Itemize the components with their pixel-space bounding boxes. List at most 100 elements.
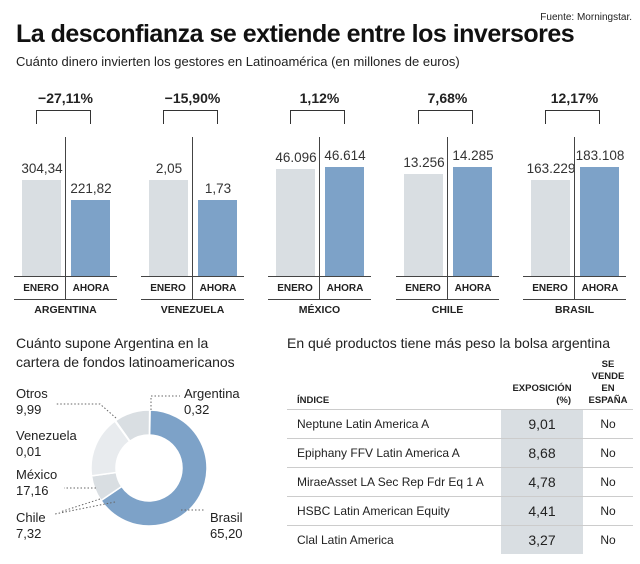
- after-bar: [453, 167, 492, 276]
- row-esp-cell: No: [583, 525, 633, 554]
- donut-label-value: 0,32: [184, 402, 210, 417]
- col-index-header: ÍNDICE: [297, 395, 330, 406]
- after-category-label: AHORA: [326, 283, 364, 294]
- panel-baseline: [396, 276, 499, 277]
- before-value-label: 46.096: [275, 150, 317, 165]
- donut-label-argentina: Argentina 0,32: [184, 386, 240, 418]
- after-bar: [198, 200, 237, 276]
- country-label: CHILE: [431, 304, 464, 316]
- row-index-cell: Neptune Latin America A: [287, 409, 501, 439]
- col-expo-header: EXPOSICIÓN (%): [501, 357, 583, 410]
- donut-label-value: 7,32: [16, 526, 42, 541]
- before-value-label: 304,34: [21, 161, 63, 176]
- change-bracket: [163, 110, 218, 124]
- col-expo-header-line2: (%): [556, 395, 571, 406]
- donut-leader-line: [150, 395, 180, 410]
- before-bar: [404, 174, 443, 276]
- before-category-label: ENERO: [277, 283, 313, 294]
- donut-label-name: Chile: [16, 510, 46, 525]
- after-category-label: AHORA: [199, 283, 237, 294]
- table-title: En qué productos tiene más peso la bolsa…: [287, 335, 610, 351]
- country-label: VENEZUELA: [160, 304, 225, 316]
- panel-underline: [523, 299, 626, 300]
- before-value-label: 163.229: [526, 161, 576, 176]
- col-expo-header-line1: EXPOSICIÓN: [512, 383, 572, 394]
- table-row: HSBC Latin American Equity 4,41 No: [287, 496, 633, 526]
- bar-panel-venezuela: −15,90% 2,05 1,73 ENERO AHORA VENEZUELA: [141, 82, 244, 318]
- page-title: La desconfianza se extiende entre los in…: [16, 20, 575, 48]
- after-bar: [325, 167, 364, 276]
- row-expo-cell: 8,68: [501, 438, 583, 468]
- table-row: Epiphany FFV Latin America A 8,68 No: [287, 438, 633, 468]
- source-note: Fuente: Morningstar.: [540, 12, 632, 23]
- after-value-label: 46.614: [324, 148, 366, 163]
- col-esp-header-line1: SE VENDE: [591, 359, 625, 382]
- donut-label-brasil: Brasil 65,20: [210, 510, 243, 542]
- bar-panel-argentina: −27,11% 304,34 221,82 ENERO AHORA ARGENTINA: [14, 82, 117, 318]
- change-bracket: [36, 110, 91, 124]
- row-esp-cell: No: [583, 496, 633, 526]
- after-value-label: 1,73: [204, 181, 232, 196]
- after-bar: [580, 167, 619, 276]
- panel-underline: [141, 299, 244, 300]
- donut-label-chile: Chile 7,32: [16, 510, 46, 542]
- donut-label-name: Argentina: [184, 386, 240, 401]
- panel-baseline: [141, 276, 244, 277]
- row-index-cell: HSBC Latin American Equity: [287, 496, 501, 526]
- donut-title-line2: cartera de fondos latinoamericanos: [16, 354, 235, 370]
- before-value-label: 2,05: [155, 161, 183, 176]
- after-category-label: AHORA: [454, 283, 492, 294]
- table-row: MiraeAsset LA Sec Rep Fdr Eq 1 A 4,78 No: [287, 467, 633, 497]
- change-label: −27,11%: [38, 90, 93, 106]
- table-body: Neptune Latin America A 9,01 No Epiphany FF…: [287, 409, 633, 554]
- donut-label-name: México: [16, 467, 58, 482]
- donut-title: Cuánto supone Argentina en la cartera de…: [16, 334, 235, 372]
- donut-chart: [54, 395, 208, 527]
- panel-divider: [65, 137, 66, 300]
- donut-slice-brasil: [99, 409, 208, 527]
- row-esp-cell: No: [583, 467, 633, 497]
- before-category-label: ENERO: [150, 283, 186, 294]
- bar-panel-chile: 7,68% 13.256 14.285 ENERO AHORA CHILE: [396, 82, 499, 318]
- row-index-cell: Clal Latin America: [287, 525, 501, 554]
- country-label: BRASIL: [554, 304, 595, 316]
- panel-baseline: [268, 276, 371, 277]
- after-category-label: AHORA: [72, 283, 110, 294]
- after-value-label: 183.108: [575, 148, 625, 163]
- row-index-cell: MiraeAsset LA Sec Rep Fdr Eq 1 A: [287, 467, 501, 497]
- row-expo-cell: 3,27: [501, 525, 583, 554]
- after-bar: [71, 200, 110, 276]
- donut-label-value: 17,16: [16, 483, 49, 498]
- before-category-label: ENERO: [532, 283, 568, 294]
- col-esp-header: SE VENDE EN ESPAÑA: [583, 357, 633, 410]
- before-bar: [149, 180, 188, 276]
- before-category-label: ENERO: [405, 283, 441, 294]
- change-label: 7,68%: [427, 90, 468, 106]
- page-subtitle: Cuánto dinero invierten los gestores en …: [16, 54, 460, 69]
- row-esp-cell: No: [583, 409, 633, 439]
- table-row: Clal Latin America 3,27 No: [287, 525, 633, 554]
- donut-label-otros: Otros 9,99: [16, 386, 48, 418]
- bar-panel-méxico: 1,12% 46.096 46.614 ENERO AHORA MÉXICO: [268, 82, 371, 318]
- change-label: 12,17%: [550, 90, 599, 106]
- donut-label-value: 65,20: [210, 526, 243, 541]
- panel-divider: [574, 137, 575, 300]
- row-expo-cell: 9,01: [501, 409, 583, 439]
- row-expo-cell: 4,41: [501, 496, 583, 526]
- donut-label-name: Otros: [16, 386, 48, 401]
- donut-leader-line: [56, 403, 117, 419]
- before-bar: [531, 180, 570, 276]
- panel-baseline: [523, 276, 626, 277]
- col-esp-header-line2: EN ESPAÑA: [588, 383, 628, 406]
- donut-label-name: Venezuela: [16, 428, 77, 443]
- change-label: 1,12%: [299, 90, 340, 106]
- before-category-label: ENERO: [23, 283, 59, 294]
- row-esp-cell: No: [583, 438, 633, 468]
- donut-label-méxico: México 17,16: [16, 467, 57, 499]
- before-bar: [22, 180, 61, 276]
- panel-divider: [192, 137, 193, 300]
- change-bracket: [290, 110, 345, 124]
- panel-divider: [319, 137, 320, 300]
- change-bracket: [418, 110, 473, 124]
- panel-underline: [268, 299, 371, 300]
